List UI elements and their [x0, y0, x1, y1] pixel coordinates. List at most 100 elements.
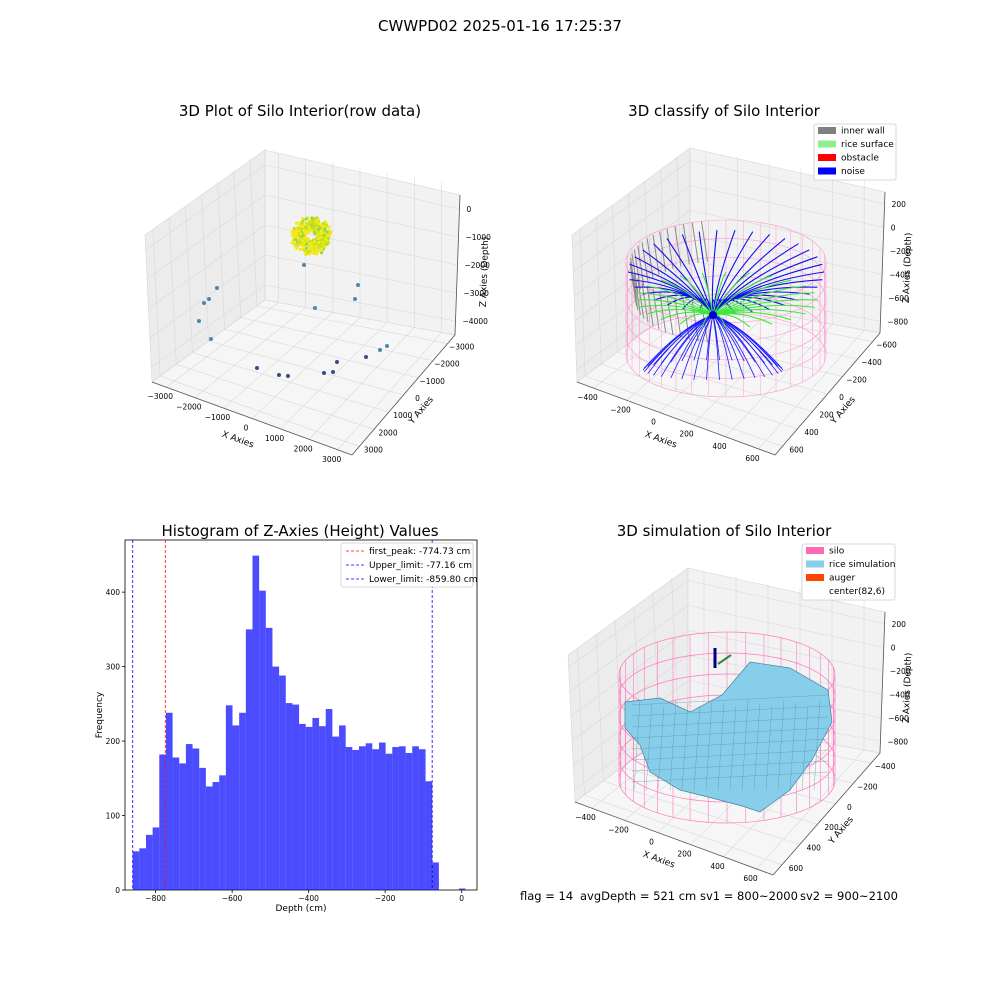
simulation-legend: silo rice simulation auger center(82,6) — [801, 543, 895, 601]
rice-mesh-line — [753, 702, 761, 791]
raw-cluster-point — [318, 232, 322, 236]
raw-x-tick-label: −1000 — [205, 413, 231, 422]
histogram-bar — [359, 746, 366, 890]
rice-surface-line — [701, 272, 714, 316]
inner-wall-line — [637, 278, 645, 319]
raw-cluster-point — [299, 224, 304, 229]
simulation-y-tick-label: −400 — [875, 762, 896, 771]
histogram-bar — [139, 848, 146, 890]
raw-cluster-point — [319, 236, 323, 240]
raw-cluster-point — [305, 250, 310, 254]
raw-y-tick-label: −3000 — [449, 343, 475, 352]
z-axis-line — [454, 194, 461, 336]
rice-surface-line — [637, 292, 714, 316]
histogram-bar — [345, 747, 353, 890]
inner-wall-line — [646, 238, 654, 279]
rice-surface-line — [646, 285, 714, 316]
histogram-x-label: Depth (cm) — [275, 904, 326, 914]
raw-x-tick-label: −2000 — [176, 403, 202, 412]
raw-cluster-point — [310, 216, 314, 220]
classify-y-tick-label: −200 — [846, 376, 867, 385]
histogram-bar — [385, 753, 393, 890]
raw-sparse-point — [302, 263, 306, 267]
histogram-x-tick-label: −600 — [222, 894, 243, 903]
raw-cluster-point — [328, 229, 332, 234]
inner-wall-line — [633, 249, 641, 290]
classify-x-tick-label: 0 — [651, 417, 656, 426]
classify-z-tick-label: −600 — [888, 294, 909, 303]
histogram-bar — [332, 736, 340, 890]
histogram-y-tick-label: 0 — [115, 886, 120, 895]
raw-cluster-point — [321, 224, 325, 228]
raw-cluster-point — [294, 229, 298, 233]
raw-x-tick-label: 2000 — [294, 444, 313, 453]
simulation-y-tick-label: 600 — [789, 864, 804, 873]
rice-mesh-line — [631, 716, 829, 728]
legend-label: noise — [841, 167, 865, 177]
raw-x-tick-label: −3000 — [148, 392, 174, 401]
raw-sparse-point — [197, 319, 201, 323]
x-axis-line — [151, 381, 353, 456]
histogram-bar — [339, 725, 346, 890]
rice-mesh-line — [631, 705, 829, 717]
raw-cluster-point — [293, 232, 297, 236]
raw-cluster-point — [317, 248, 321, 252]
flag-text: flag = 14 — [520, 889, 573, 903]
histogram-bar — [412, 746, 419, 890]
histogram-bar — [145, 834, 153, 890]
simulation-x-tick-label: 200 — [677, 850, 692, 859]
rice-mesh-line — [693, 705, 701, 791]
raw-y-tick-label: −1000 — [420, 377, 446, 386]
rice-surface-line — [712, 285, 806, 316]
inner-wall-line — [629, 261, 637, 303]
raw-sparse-point — [378, 348, 382, 352]
raw-sparse-point — [322, 371, 326, 375]
raw-cluster-point — [300, 221, 304, 225]
raw-sparse-point — [207, 297, 211, 301]
legend-swatch — [806, 587, 824, 595]
raw-cluster-point — [316, 241, 321, 245]
histogram-bar — [432, 862, 439, 890]
raw-x-label: X Axies — [220, 430, 255, 451]
rice-mesh-line — [631, 694, 829, 706]
histogram-bar — [392, 747, 399, 890]
histogram-bar — [212, 782, 220, 890]
raw-cluster-point — [323, 237, 327, 241]
simulation-z-tick-label: −800 — [887, 737, 908, 746]
rice-mesh-line — [657, 705, 665, 791]
raw-cluster-point — [290, 241, 294, 245]
rice-mesh-line — [645, 702, 653, 791]
noise-curve — [670, 314, 714, 363]
raw-cluster-point — [294, 237, 298, 242]
histogram-bar — [272, 666, 280, 890]
histogram-bar — [365, 743, 373, 890]
raw-cluster-point — [307, 223, 311, 227]
rice-mesh-line — [801, 705, 809, 791]
raw-cluster-point — [295, 234, 299, 238]
raw-y-tick-label: 0 — [415, 394, 420, 403]
raw-cluster-point — [313, 217, 317, 221]
histogram-x-tick-label: −400 — [298, 894, 319, 903]
classify-legend: inner wall rice surface obstacle noise — [813, 123, 897, 181]
avg-depth-text: avgDepth = 521 cm — [580, 889, 696, 903]
histogram-plot: −800 −600 −400 −200 0 0 100 200 300 400 Depth (cm… — [95, 539, 477, 914]
histogram-bar — [279, 675, 286, 890]
classify-z-label: Z Axies (Depth) — [902, 233, 914, 304]
inner-wall-line — [637, 245, 645, 286]
raw-sparse-point — [385, 344, 389, 348]
raw-cluster-point — [313, 239, 317, 243]
raw-z-tick-label: −2000 — [465, 261, 491, 270]
histogram-bar — [265, 627, 273, 890]
noise-curve — [712, 229, 736, 316]
rice-surface-line — [712, 271, 727, 316]
histogram-bar — [165, 712, 173, 890]
simulation-z-tick-label: −200 — [890, 667, 911, 676]
classify-y-tick-label: 400 — [804, 428, 819, 437]
legend-swatch — [818, 167, 836, 175]
raw-cluster-point — [294, 221, 299, 225]
raw-cluster-point — [309, 245, 313, 249]
raw-sparse-point — [255, 366, 259, 370]
legend-label: rice simulation — [829, 560, 895, 570]
raw-y-tick-label: −2000 — [434, 360, 460, 369]
histogram-bar — [192, 748, 200, 890]
